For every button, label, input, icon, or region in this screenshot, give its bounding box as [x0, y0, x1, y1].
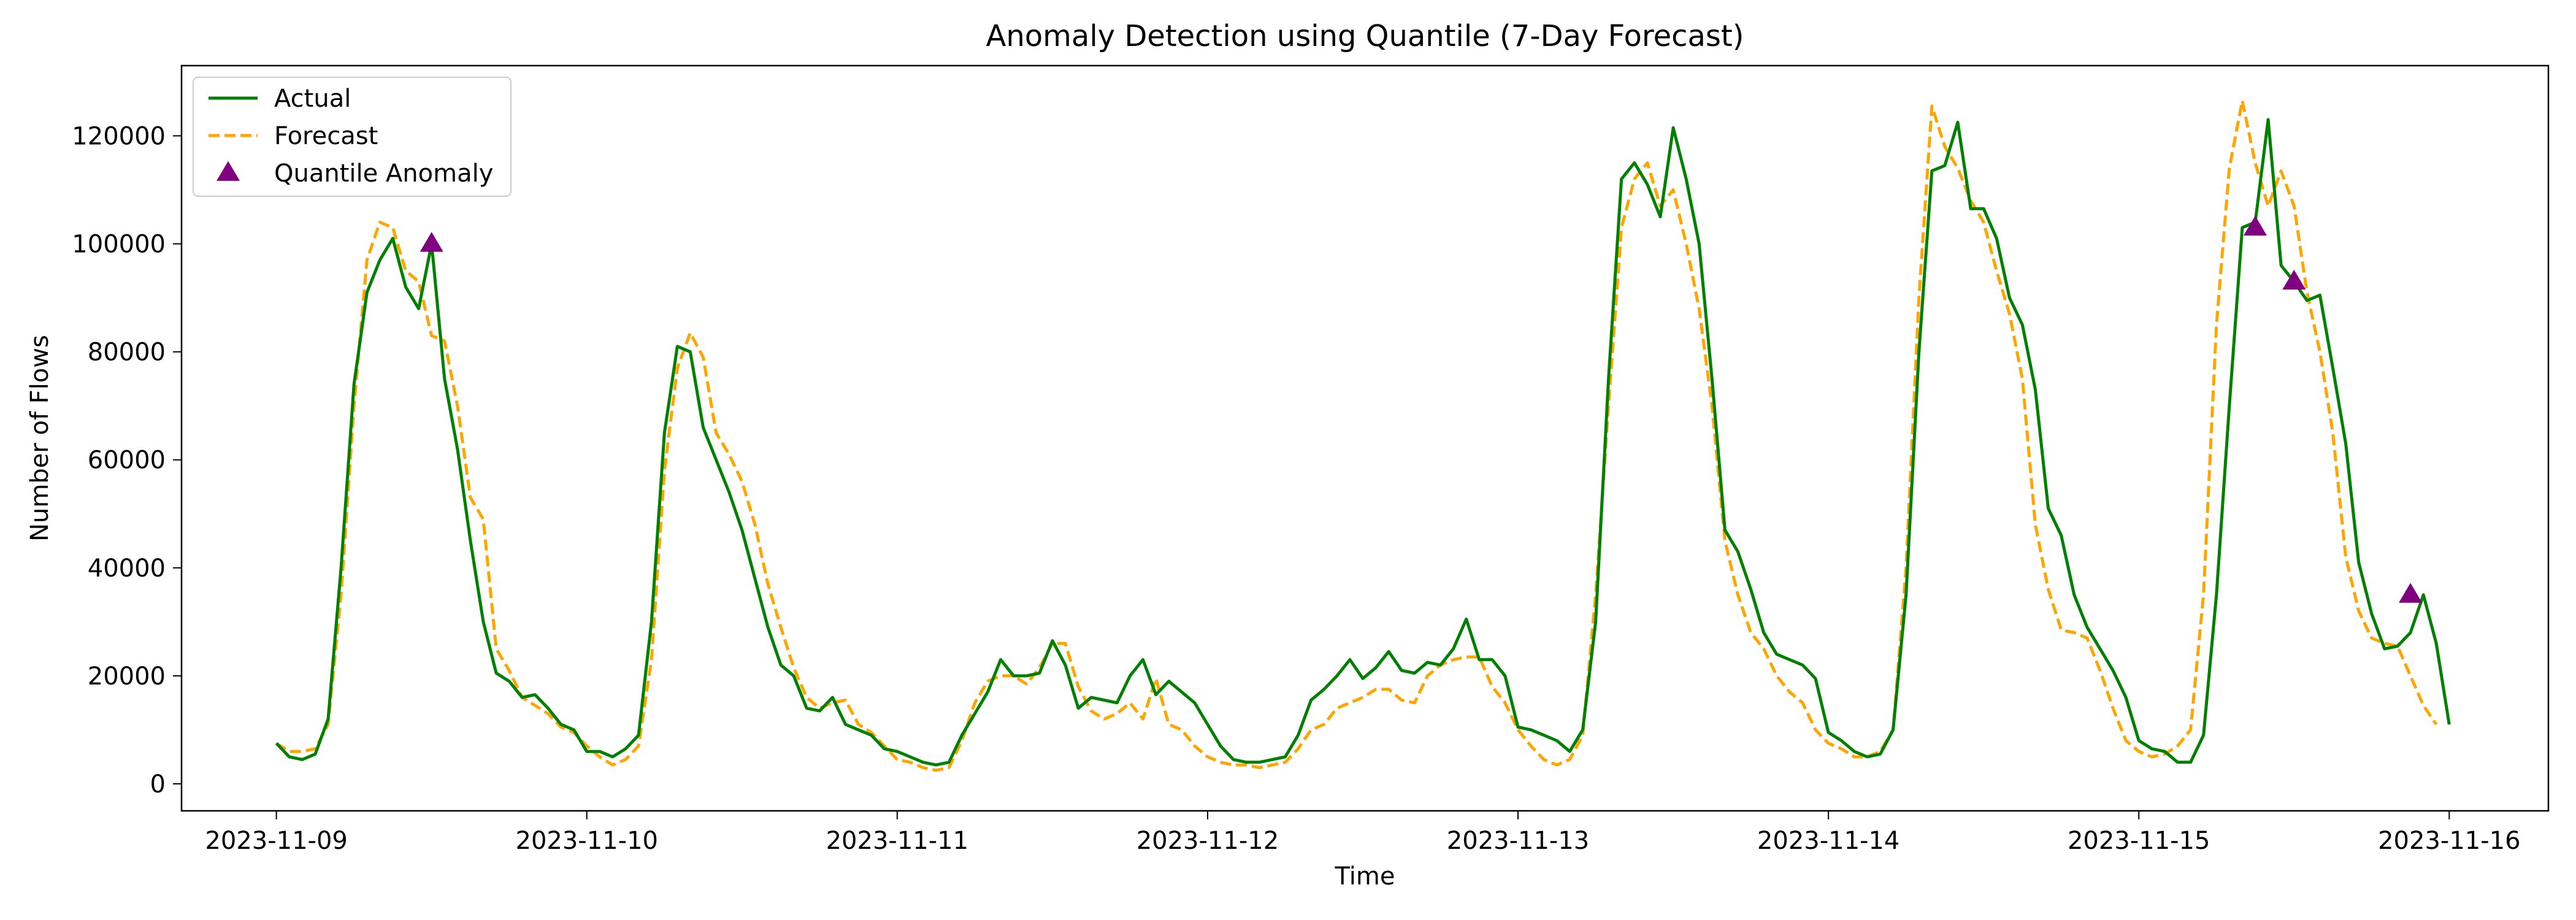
legend: Actual Forecast Quantile Anomaly: [193, 77, 512, 197]
x-tick-label: 2023-11-11: [826, 827, 968, 855]
y-tick-label: 40000: [88, 554, 166, 583]
x-tick-label: 2023-11-12: [1137, 827, 1279, 855]
x-tick-label: 2023-11-16: [2378, 827, 2520, 855]
legend-item-actual-label: Actual: [274, 85, 351, 113]
legend-item-forecast-label: Forecast: [274, 122, 378, 150]
y-tick-label: 120000: [72, 122, 166, 150]
legend-item-anomaly-swatch: [217, 161, 240, 181]
y-tick-label: 80000: [88, 339, 166, 367]
x-tick-label: 2023-11-10: [516, 827, 658, 855]
x-tick-label: 2023-11-14: [1757, 827, 1899, 855]
axes-frame: [180, 64, 2550, 812]
x-axis-label: Time: [1335, 862, 1395, 891]
y-axis-label: Number of Flows: [26, 335, 54, 542]
anomaly-marker: [2244, 215, 2267, 236]
series-line-actual: [275, 118, 2451, 767]
y-tick-label: 100000: [72, 231, 166, 259]
x-tick-label: 2023-11-15: [2068, 827, 2210, 855]
anomaly-marker: [420, 232, 443, 252]
x-tick-label: 2023-11-09: [205, 827, 347, 855]
y-tick-label: 0: [150, 770, 166, 799]
series-line-forecast: [275, 99, 2438, 772]
anomaly-marker: [2282, 269, 2306, 290]
legend-box: [193, 77, 512, 197]
y-tick-label: 60000: [88, 447, 166, 475]
x-tick-label: 2023-11-13: [1447, 827, 1589, 855]
plot-area: 2023-11-09 2023-11-10 2023-11-11 2023-11-12…: [72, 64, 2550, 855]
legend-item-anomaly-label: Quantile Anomaly: [274, 159, 493, 188]
y-tick-label: 20000: [88, 662, 166, 691]
chart-title: Anomaly Detection using Quantile (7-Day …: [986, 19, 1744, 53]
anomaly-marker: [2399, 583, 2423, 603]
